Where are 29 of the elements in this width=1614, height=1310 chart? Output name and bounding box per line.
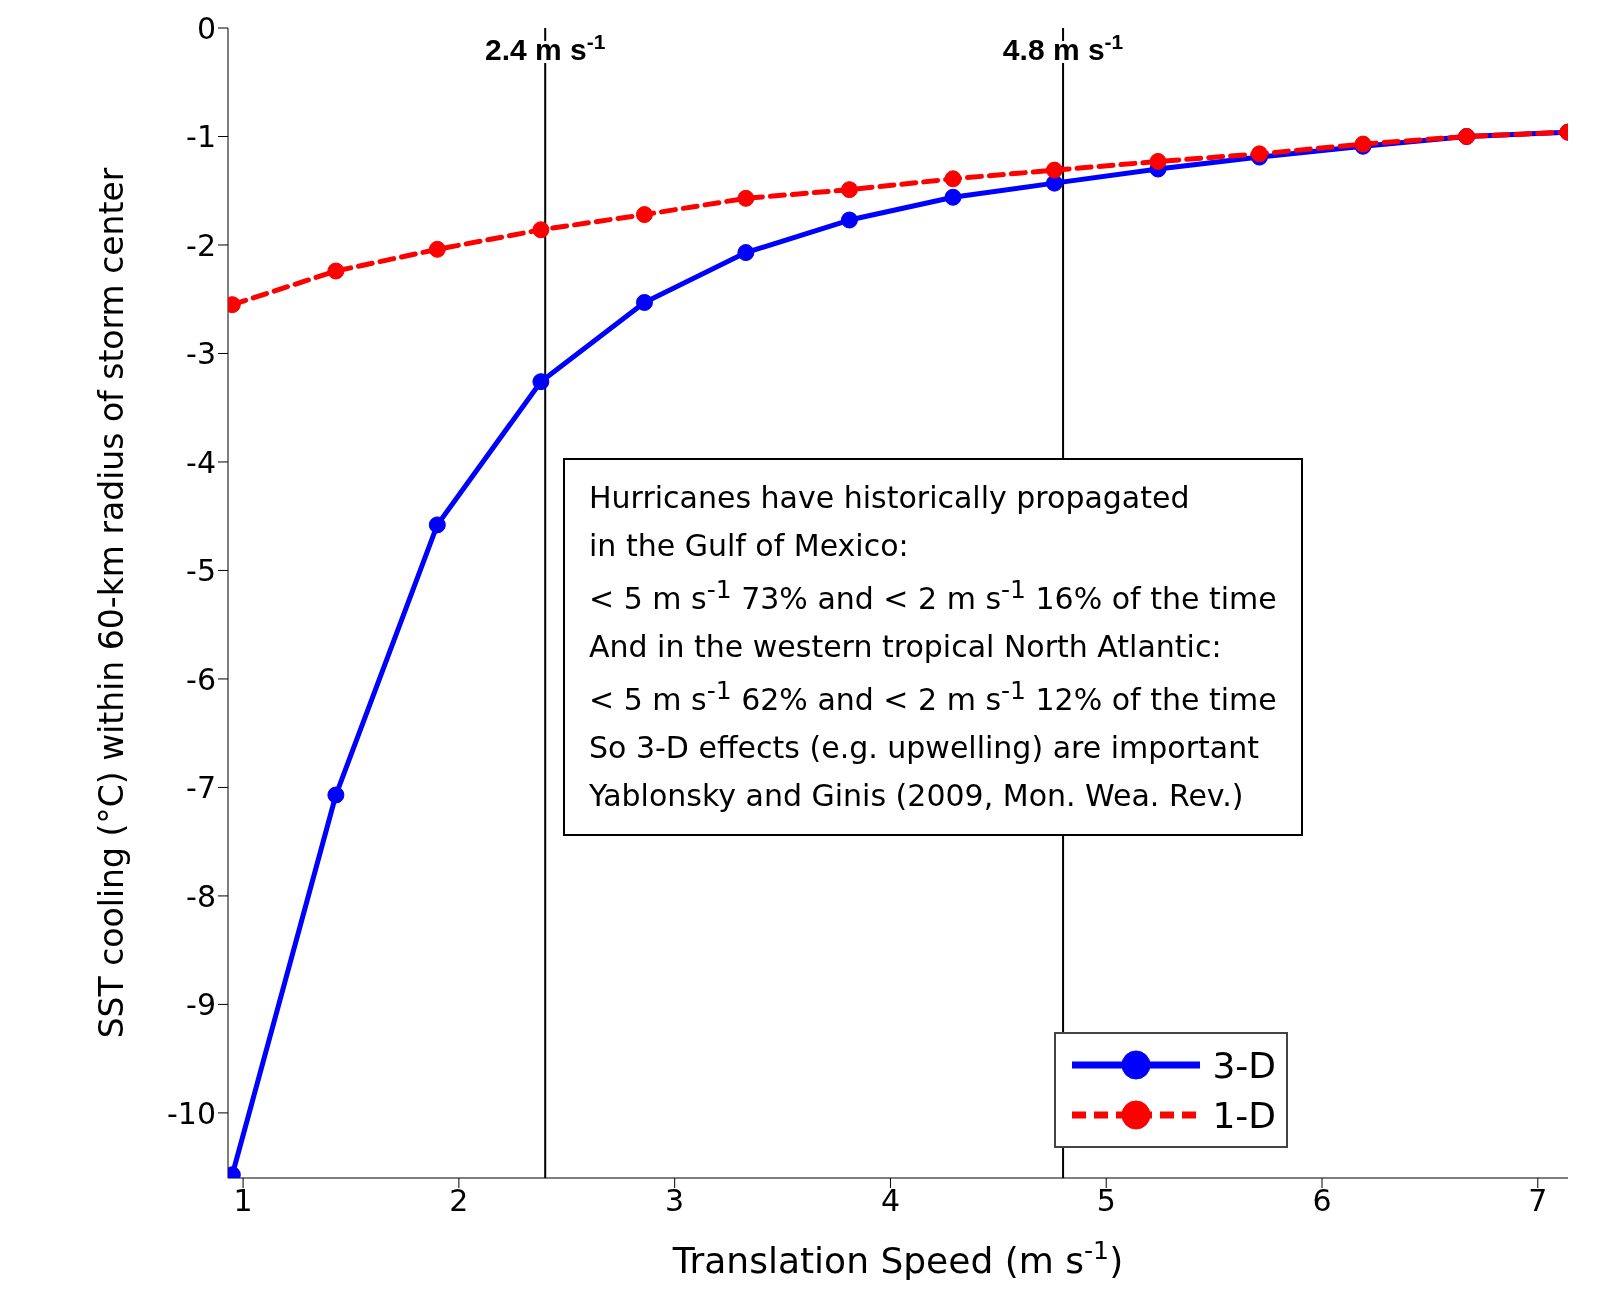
y-tick-label: 0	[196, 10, 216, 46]
x-tick-label: 3	[665, 1183, 685, 1219]
annotation: Yablonsky and Ginis (2009, Mon. Wea. Rev.)	[589, 777, 1245, 815]
annotation: < 5 m s$^{-1}$ 62% and < 2 m s$^{-1}$ 12% of the time	[589, 675, 1277, 719]
x-tick-label: 1	[233, 1183, 253, 1219]
annotation: And in the western tropical North Atlantic:	[589, 628, 1223, 666]
y-tick-label: -4	[186, 444, 216, 480]
y-tick-label: -8	[186, 878, 216, 914]
legend-label: 3-D	[1212, 1044, 1276, 1086]
annotation: Hurricanes have historically propagated	[589, 479, 1191, 517]
y-tick-label: -3	[186, 336, 216, 372]
y-tick-label: -5	[186, 553, 216, 589]
y-tick-label: -7	[186, 770, 216, 806]
x-tick-label: 4	[880, 1183, 900, 1219]
x-tick-label: 5	[1096, 1183, 1116, 1219]
y-tick-label: -2	[186, 227, 216, 263]
x-tick-label: 7	[1528, 1183, 1548, 1219]
y-tick-label: -6	[186, 661, 216, 697]
y-tick-label: -9	[186, 987, 216, 1023]
y-tick-label: -1	[186, 119, 216, 155]
y-tick-label: -10	[167, 1095, 216, 1131]
y-axis-title: SST cooling (°C) within 60-km radius of storm center	[92, 167, 131, 1039]
annotation: < 5 m s$^{-1}$ 73% and < 2 m s$^{-1}$ 16% of the time	[589, 574, 1277, 618]
x-axis-title: Translation Speed (m s$^{-1}$)	[671, 1235, 1124, 1281]
legend-label: 1-D	[1212, 1094, 1276, 1136]
annotation: So 3-D effects (e.g. upwelling) are important	[589, 729, 1260, 767]
x-tick-label: 6	[1312, 1183, 1332, 1219]
x-tick-label: 2	[449, 1183, 469, 1219]
annotation: in the Gulf of Mexico:	[589, 527, 910, 565]
